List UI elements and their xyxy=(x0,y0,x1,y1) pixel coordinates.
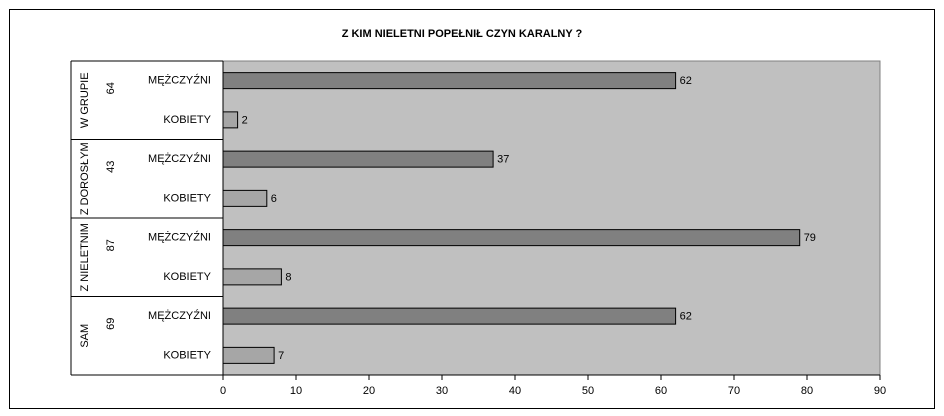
x-tick-label: 0 xyxy=(220,385,226,397)
group-total: 69 xyxy=(105,318,117,330)
data-label: 79 xyxy=(804,232,816,244)
bar xyxy=(222,189,268,207)
bar xyxy=(222,111,239,129)
bar xyxy=(222,346,275,364)
data-label: 62 xyxy=(680,75,692,87)
bar-chart: Z KIM NIELETNI POPEŁNIŁ CZYN KARALNY ? 6… xyxy=(70,28,886,397)
data-label: 37 xyxy=(497,154,509,166)
chart-frame: Z KIM NIELETNI POPEŁNIŁ CZYN KARALNY ? 6… xyxy=(9,9,935,409)
chart-title: Z KIM NIELETNI POPEŁNIŁ CZYN KARALNY ? xyxy=(342,28,583,40)
category-label: MĘŻCZYŹNI xyxy=(148,309,211,322)
x-tick-label: 70 xyxy=(728,385,740,397)
category-label: MĘŻCZYŹNI xyxy=(148,74,211,87)
category-label: MĘŻCZYŹNI xyxy=(148,231,211,244)
x-tick-label: 80 xyxy=(801,385,813,397)
group-label: SAM xyxy=(79,324,91,348)
x-tick-label: 40 xyxy=(509,385,521,397)
bar xyxy=(222,150,494,168)
category-labels: W GRUPIE 64 MĘŻCZYŹNI KOBIETY Z DOROSŁYM 43 MĘ… xyxy=(70,60,223,376)
bar xyxy=(222,268,282,286)
data-label: 6 xyxy=(271,193,277,205)
x-tick-label: 10 xyxy=(290,385,302,397)
bar xyxy=(222,229,801,247)
data-label: 7 xyxy=(278,350,284,362)
plot-background xyxy=(222,60,881,376)
category-label: KOBIETY xyxy=(163,192,211,204)
group-total: 64 xyxy=(105,82,117,94)
x-tick-label: 60 xyxy=(655,385,667,397)
group-total: 87 xyxy=(105,239,117,251)
x-tick-label: 50 xyxy=(582,385,594,397)
data-label: 8 xyxy=(285,271,291,283)
data-label: 62 xyxy=(680,311,692,323)
x-tick-label: 30 xyxy=(436,385,448,397)
category-label: MĘŻCZYŹNI xyxy=(148,152,211,165)
bar xyxy=(222,307,677,325)
x-axis: 0 10 20 30 40 50 60 70 80 90 xyxy=(220,61,886,397)
bar xyxy=(222,72,677,90)
group-total: 43 xyxy=(105,161,117,173)
category-label: KOBIETY xyxy=(163,349,211,361)
plot-area: 62 2 37 6 79 8 62 7 xyxy=(222,60,881,376)
x-tick-label: 20 xyxy=(363,385,375,397)
group-label: Z DOROSŁYM xyxy=(79,142,91,215)
group-label: Z NIELETNIM xyxy=(79,223,91,291)
group-label: W GRUPIE xyxy=(79,72,91,128)
category-label: KOBIETY xyxy=(163,114,211,126)
x-tick-label: 90 xyxy=(874,385,886,397)
data-label: 2 xyxy=(242,114,248,126)
category-label: KOBIETY xyxy=(163,271,211,283)
